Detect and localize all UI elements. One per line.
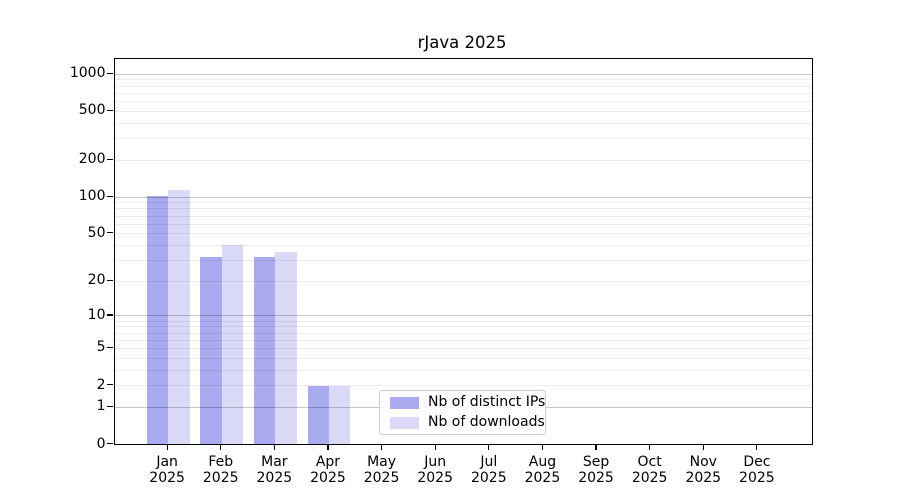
x-tick-label-sep: Sep 2025 [578, 453, 614, 487]
x-tick-label-dec: Dec 2025 [739, 453, 775, 487]
bar-mar-distinct-ips [253, 257, 276, 445]
y-tick-label-100: 100 [78, 188, 106, 205]
gridline-minor-60 [114, 223, 812, 225]
y-tick-mark-10 [107, 314, 113, 316]
gridline-minor-400 [114, 122, 812, 124]
y-tick-label-10: 10 [87, 306, 106, 323]
y-tick-mark-1000 [107, 72, 113, 74]
gridline-minor-7 [114, 332, 812, 334]
gridline-minor-900 [114, 79, 812, 81]
x-tick-label-oct: Oct 2025 [631, 453, 668, 487]
y-tick-mark-50 [107, 232, 113, 234]
gridline-minor-800 [114, 85, 812, 87]
y-tick-label-200: 200 [78, 151, 106, 168]
x-tick-label-nov: Nov 2025 [685, 453, 722, 487]
gridline-minor-8 [114, 326, 812, 328]
y-tick-label-50: 50 [87, 224, 106, 241]
bar-mar-downloads [275, 252, 297, 445]
gridline-minor-70 [114, 215, 812, 217]
legend-label-distinct-ips: Nb of distinct IPs [428, 394, 546, 410]
grid-layer [114, 59, 812, 444]
gridline-minor-300 [114, 138, 812, 140]
y-tick-mark-5 [107, 346, 113, 349]
x-tick-mark-mar [273, 444, 275, 451]
y-tick-label-0: 0 [96, 435, 106, 452]
bars-layer [115, 59, 812, 445]
legend-entry-distinct-ips: Nb of distinct IPs [390, 394, 545, 411]
gridline-minor-50 [114, 233, 812, 235]
gridline-minor-200 [114, 159, 812, 161]
x-tick-label-mar: Mar 2025 [256, 453, 293, 487]
x-tick-mark-oct [649, 444, 651, 451]
y-tick-label-20: 20 [87, 272, 106, 289]
legend-swatch-distinct-ips [390, 396, 419, 409]
x-tick-label-jul: Jul 2025 [470, 453, 507, 487]
x-tick-mark-dec [756, 444, 758, 451]
gridline-major-1000 [114, 73, 812, 75]
bar-feb-downloads [221, 245, 244, 445]
chart-title: rJava 2025 [417, 33, 507, 52]
legend: Nb of distinct IPs Nb of downloads [379, 390, 546, 435]
y-tick-label-2: 2 [96, 376, 106, 393]
gridline-minor-20 [114, 280, 812, 282]
gridline-major-100 [114, 196, 812, 198]
x-tick-label-apr: Apr 2025 [310, 453, 346, 487]
x-tick-mark-jul [488, 444, 490, 451]
x-tick-mark-may [380, 444, 383, 451]
gridline-minor-4 [114, 357, 812, 359]
gridline-minor-80 [114, 208, 812, 210]
gridline-minor-40 [114, 244, 812, 246]
legend-swatch-downloads [390, 416, 419, 429]
x-tick-mark-aug [541, 444, 543, 451]
x-tick-mark-jun [434, 444, 436, 451]
y-tick-label-5: 5 [96, 339, 106, 356]
gridline-minor-700 [114, 92, 812, 94]
y-tick-label-1: 1 [96, 398, 106, 415]
x-tick-mark-jan [166, 444, 168, 451]
x-tick-mark-apr [327, 444, 329, 451]
bar-feb-distinct-ips [200, 257, 222, 445]
y-tick-label-1000: 1000 [69, 65, 106, 82]
gridline-minor-5 [114, 347, 812, 349]
x-tick-label-may: May 2025 [363, 453, 400, 487]
y-tick-mark-20 [107, 279, 113, 281]
y-tick-mark-1 [107, 405, 113, 407]
bar-apr-downloads [328, 385, 351, 445]
y-tick-mark-500 [107, 109, 113, 111]
gridline-minor-600 [114, 101, 812, 102]
x-tick-label-feb: Feb 2025 [202, 453, 239, 487]
x-tick-label-aug: Aug 2025 [524, 453, 561, 487]
y-tick-mark-100 [107, 195, 113, 197]
gridline-minor-90 [114, 202, 812, 204]
legend-label-downloads: Nb of downloads [428, 414, 545, 430]
y-tick-mark-200 [107, 158, 113, 160]
plot-area [113, 58, 813, 446]
legend-entry-downloads: Nb of downloads [390, 414, 545, 431]
x-tick-label-jan: Jan 2025 [149, 453, 185, 487]
x-tick-mark-sep [595, 444, 597, 451]
gridline-minor-2 [114, 385, 812, 387]
gridline-minor-9 [114, 320, 812, 322]
gridline-minor-3 [114, 369, 812, 371]
gridline-minor-30 [114, 259, 812, 261]
x-tick-mark-nov [702, 444, 704, 451]
gridline-major-10 [114, 315, 812, 317]
bar-jan-distinct-ips [146, 196, 169, 445]
y-tick-mark-0 [107, 442, 113, 445]
gridline-minor-6 [114, 339, 812, 341]
bar-jan-downloads [168, 190, 190, 445]
bar-apr-distinct-ips [307, 385, 329, 445]
x-tick-mark-feb [220, 444, 222, 451]
y-tick-label-500: 500 [78, 102, 106, 119]
y-tick-mark-2 [107, 384, 113, 386]
gridline-minor-500 [114, 110, 812, 112]
x-tick-label-jun: Jun 2025 [417, 453, 453, 487]
